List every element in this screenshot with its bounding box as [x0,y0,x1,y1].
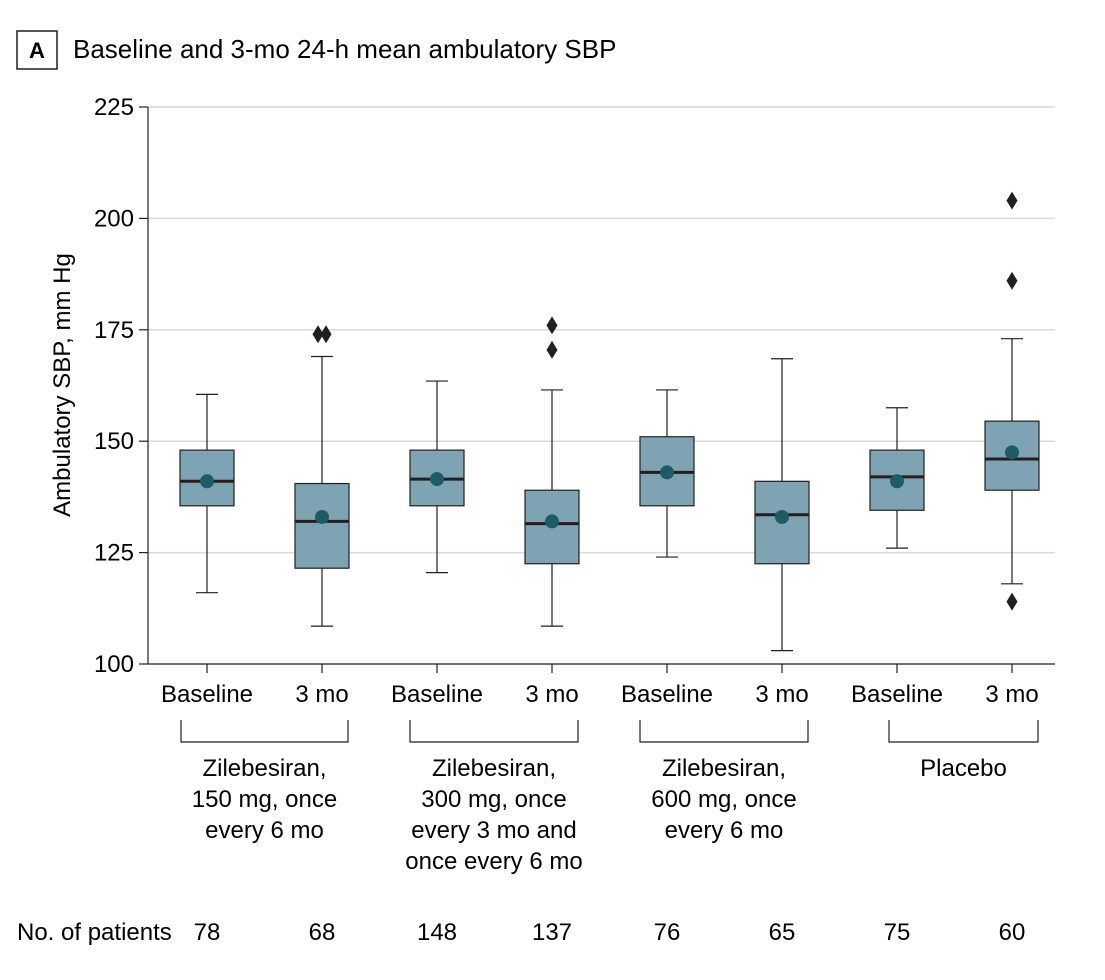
box-group [179,393,235,673]
box-group [754,358,810,673]
x-category-label: 3 mo [755,681,808,708]
grid-lines [148,106,1055,554]
group-label-line: Zilebesiran, [202,755,326,782]
group: Zilebesiran, 150 mg, once every 6 mo [180,720,349,844]
box-group [869,407,925,673]
patient-counts: 78 68 148 137 76 65 75 60 [194,919,1026,946]
x-category-label: Baseline [161,681,253,708]
box-group [639,389,695,673]
y-axis-label: Ambulatory SBP, mm Hg [49,253,76,517]
iqr-box [294,482,350,569]
box-group [524,316,580,673]
mean-marker [430,472,444,487]
outlier-marker [1006,592,1018,611]
y-axis: 100 125 150 175 200 225 [94,94,1055,678]
box-group [294,325,350,673]
patient-count: 65 [769,919,796,946]
patient-count: 60 [999,919,1026,946]
patient-count: 75 [884,919,911,946]
y-tick-label: 225 [94,94,134,121]
group: Zilebesiran, 600 mg, once every 6 mo [639,720,809,844]
mean-marker [200,474,214,489]
outlier-marker [546,340,558,359]
boxes [179,191,1040,673]
y-tick-label: 100 [94,651,134,678]
group-label-line: 300 mg, once [421,786,566,813]
mean-marker [545,514,559,529]
mean-marker [890,474,904,489]
patient-count: 148 [417,919,457,946]
x-category-label: 3 mo [985,681,1038,708]
y-tick-label: 175 [94,317,134,344]
outlier-marker [1006,191,1018,210]
group-label-line: Zilebesiran, [662,755,786,782]
box-group [409,380,465,673]
patients-label: No. of patients [17,919,172,946]
group: Placebo [888,720,1039,782]
group-label-line: Placebo [920,755,1007,782]
x-category-label: Baseline [621,681,713,708]
group-label-line: Zilebesiran, [432,755,556,782]
mean-marker [775,509,789,524]
mean-marker [660,465,674,480]
x-category-label: 3 mo [525,681,578,708]
group-bracket [180,720,349,743]
panel-letter: A [29,38,45,63]
group-bracket [639,720,809,743]
outlier-marker [320,325,332,344]
x-category-labels: Baseline 3 mo Baseline 3 mo Baseline 3 mo Base… [161,681,1039,708]
group-bracket [888,720,1039,743]
group-label-line: 150 mg, once [192,786,337,813]
y-tick-label: 200 [94,205,134,232]
group-label-line: every 6 mo [665,817,784,844]
group-label-line: once every 6 mo [405,848,582,875]
y-tick-label: 150 [94,428,134,455]
mean-marker [1005,445,1019,460]
box-group [984,191,1040,673]
outlier-marker [312,325,324,344]
patient-count: 78 [194,919,221,946]
x-category-label: Baseline [391,681,483,708]
chart-title: Baseline and 3-mo 24-h mean ambulatory S… [73,34,616,64]
panel-letter-box [16,30,58,70]
outlier-marker [1006,271,1018,290]
patient-count: 76 [654,919,681,946]
x-category-label: Baseline [851,681,943,708]
group: Zilebesiran, 300 mg, once every 3 mo and on… [405,720,583,875]
x-category-label: 3 mo [295,681,348,708]
y-tick-label: 125 [94,540,134,567]
mean-marker [315,509,329,524]
outlier-marker [546,316,558,335]
patient-count: 68 [309,919,336,946]
group-bracket [409,720,579,743]
patient-count: 137 [532,919,572,946]
group-label-line: every 3 mo and [411,817,576,844]
group-label-line: every 6 mo [205,817,324,844]
group-label-line: 600 mg, once [651,786,796,813]
